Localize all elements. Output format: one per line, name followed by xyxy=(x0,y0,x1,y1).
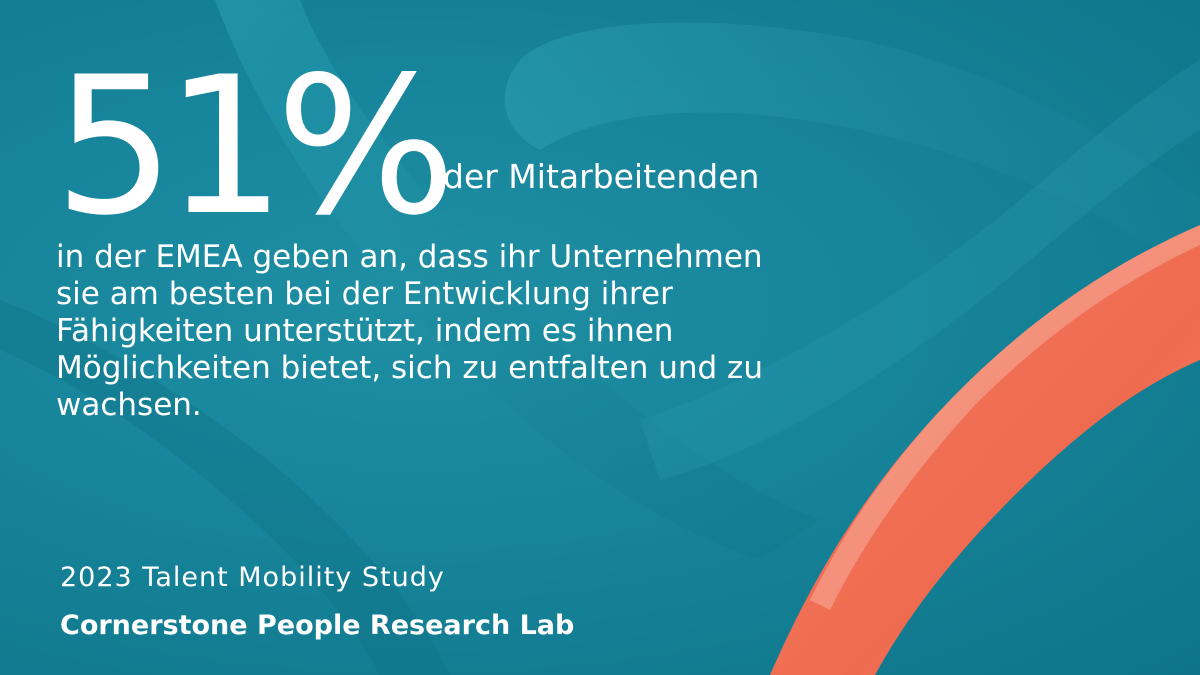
coral-ribbon-edge xyxy=(810,225,1200,610)
statement-line: sie am besten bei der Entwicklung ihrer xyxy=(56,276,673,312)
headline-lead-text: der Mitarbeitenden xyxy=(443,157,760,196)
headline-percentage: 51% xyxy=(54,36,456,257)
statement-line: Möglichkeiten bietet, sich zu entfalten … xyxy=(56,350,763,386)
teal-ribbon-left xyxy=(0,300,450,675)
teal-ribbon-right xyxy=(640,60,1200,480)
statement-line: in der EMEA geben an, dass ihr Unternehm… xyxy=(56,239,763,275)
source-lab-name: Cornerstone People Research Lab xyxy=(60,610,575,641)
statement-line: Fähigkeiten unterstützt, indem es ihnen xyxy=(56,313,674,349)
coral-ribbon xyxy=(770,225,1200,675)
teal-ribbon-arc xyxy=(504,22,1200,280)
teal-ribbon-top xyxy=(215,0,820,560)
statement-line: wachsen. xyxy=(56,387,202,423)
source-study-title: 2023 Talent Mobility Study xyxy=(60,562,445,593)
statement-paragraph: in der EMEA geben an, dass ihr Unternehm… xyxy=(56,239,936,424)
